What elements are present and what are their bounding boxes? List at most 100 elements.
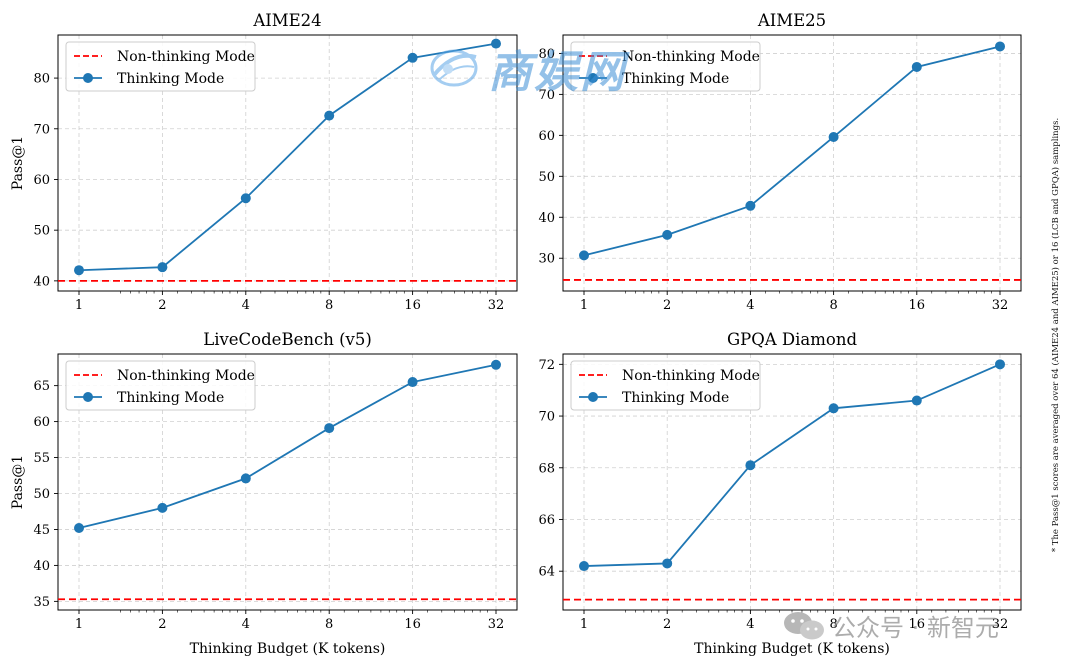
x-tick-label: 16 [404, 617, 421, 632]
thinking-point [240, 473, 251, 484]
thinking-point [579, 250, 589, 261]
legend-marker-thinking [588, 73, 598, 83]
legend-marker-thinking [588, 392, 598, 402]
thinking-point [745, 460, 756, 471]
x-tick-label: 8 [325, 617, 333, 632]
y-tick-label: 50 [538, 170, 555, 185]
x-tick-label: 1 [580, 617, 588, 632]
x-tick-label: 2 [158, 617, 166, 632]
thinking-point [407, 377, 418, 388]
y-tick-label: 80 [538, 47, 555, 62]
thinking-point [74, 523, 84, 534]
legend: Non-thinking Mode Thinking Mode [65, 360, 256, 411]
legend-label-thinking: Thinking Mode [622, 390, 729, 406]
y-tick-label: 30 [538, 252, 555, 267]
y-tick-label: 50 [33, 224, 50, 239]
x-tick-label: 16 [909, 298, 926, 313]
thinking-line [78, 363, 497, 529]
y-tick-label: 40 [33, 274, 50, 289]
legend-box [65, 41, 256, 92]
thinking-point [579, 561, 589, 572]
figure-note-text: * The Pass@1 scores are averaged over 64… [1051, 117, 1061, 553]
thinking-point [995, 41, 1005, 52]
y-tick-label: 70 [33, 122, 50, 137]
x-tick-label: 32 [488, 617, 505, 632]
axes-frame [57, 34, 518, 292]
x-tick-label: 32 [992, 617, 1009, 632]
x-tick-label: 16 [909, 617, 926, 632]
x-axis-label: Thinking Budget (K tokens) [190, 641, 386, 657]
y-tick-label: 60 [33, 415, 50, 430]
axes-frame [57, 353, 518, 611]
y-tick-label: 80 [33, 72, 50, 87]
chart-title: LiveCodeBench (v5) [203, 330, 372, 349]
legend-box [570, 360, 761, 411]
chart-panel-4: 1 2 4 8 16 32 64 66 68 70 72 GPQA Diamond Thinking B… [538, 330, 1022, 657]
watermark-top: 商娱网 [426, 36, 626, 100]
legend-box [570, 41, 761, 92]
thinking-point [74, 265, 84, 276]
y-tick-label: 70 [538, 88, 555, 103]
wechat-icon [784, 611, 824, 639]
x-tick-label: 32 [992, 298, 1009, 313]
y-tick-label: 60 [538, 129, 555, 144]
y-tick-label: 64 [538, 565, 555, 580]
legend-box [65, 360, 256, 411]
x-tick-label: 4 [746, 298, 754, 313]
x-tick-label: 4 [242, 617, 250, 632]
watermark-top-text: 商娱网 [488, 47, 626, 98]
y-tick-label: 35 [33, 595, 50, 610]
legend-label-non-thinking: Non-thinking Mode [117, 49, 255, 65]
thinking-point [324, 110, 335, 121]
y-tick-label: 45 [33, 523, 50, 538]
chart-panel-2: 1 2 4 8 16 32 30 40 50 60 70 80 AIME25 Non-thinking M… [538, 11, 1022, 313]
chart-title: GPQA Diamond [727, 330, 858, 349]
thinking-point [324, 423, 335, 434]
legend-label-thinking: Thinking Mode [117, 390, 224, 406]
thinking-point [491, 359, 501, 370]
x-tick-label: 16 [404, 298, 421, 313]
x-tick-label: 2 [663, 298, 671, 313]
y-tick-label: 40 [538, 211, 555, 226]
legend: Non-thinking Mode Thinking Mode [65, 41, 256, 92]
x-tick-label: 2 [158, 298, 166, 313]
x-tick-label: 8 [325, 298, 333, 313]
axes-frame [562, 34, 1022, 292]
y-axis-label: Pass@1 [10, 136, 26, 190]
legend-marker-thinking [83, 392, 93, 402]
x-tick-label: 4 [746, 617, 754, 632]
chart-title: AIME25 [757, 11, 826, 30]
x-axis-label: Thinking Budget (K tokens) [694, 641, 890, 657]
x-tick-label: 32 [488, 298, 505, 313]
legend-marker-thinking [83, 73, 93, 83]
legend-label-non-thinking: Non-thinking Mode [622, 49, 760, 65]
thinking-point [911, 395, 922, 406]
thinking-point [662, 558, 673, 569]
y-tick-label: 68 [538, 461, 555, 476]
thinking-point [745, 200, 756, 211]
x-tick-label: 8 [829, 617, 837, 632]
x-tick-label: 1 [580, 298, 588, 313]
thinking-point [407, 52, 418, 63]
legend: Non-thinking Mode Thinking Mode [570, 360, 761, 411]
x-tick-label: 1 [75, 298, 83, 313]
axes-frame [562, 353, 1022, 611]
chart-panel-1: 1 2 4 8 16 32 40 50 60 70 80 AIME24 Pass@1 Non-thinki… [10, 11, 518, 313]
y-tick-label: 66 [538, 513, 555, 528]
y-tick-label: 55 [33, 451, 50, 466]
thinking-point [828, 403, 839, 414]
y-tick-label: 70 [538, 410, 555, 425]
watermark-bottom: 公众号 · 新智元 [782, 608, 999, 643]
x-tick-label: 8 [829, 298, 837, 313]
y-axis-label: Pass@1 [10, 455, 26, 509]
y-tick-label: 72 [538, 358, 555, 373]
chart-panel-3: 1 2 4 8 16 32 35 40 45 50 55 60 65 LiveCodeBench (v5)… [10, 330, 518, 657]
thinking-point [662, 229, 673, 240]
thinking-point [240, 193, 251, 204]
x-tick-label: 4 [242, 298, 250, 313]
thinking-line [583, 45, 1001, 257]
chart-title: AIME24 [252, 11, 321, 30]
legend-label-thinking: Thinking Mode [622, 71, 729, 87]
thinking-point [157, 502, 168, 513]
legend-label-non-thinking: Non-thinking Mode [622, 368, 760, 384]
